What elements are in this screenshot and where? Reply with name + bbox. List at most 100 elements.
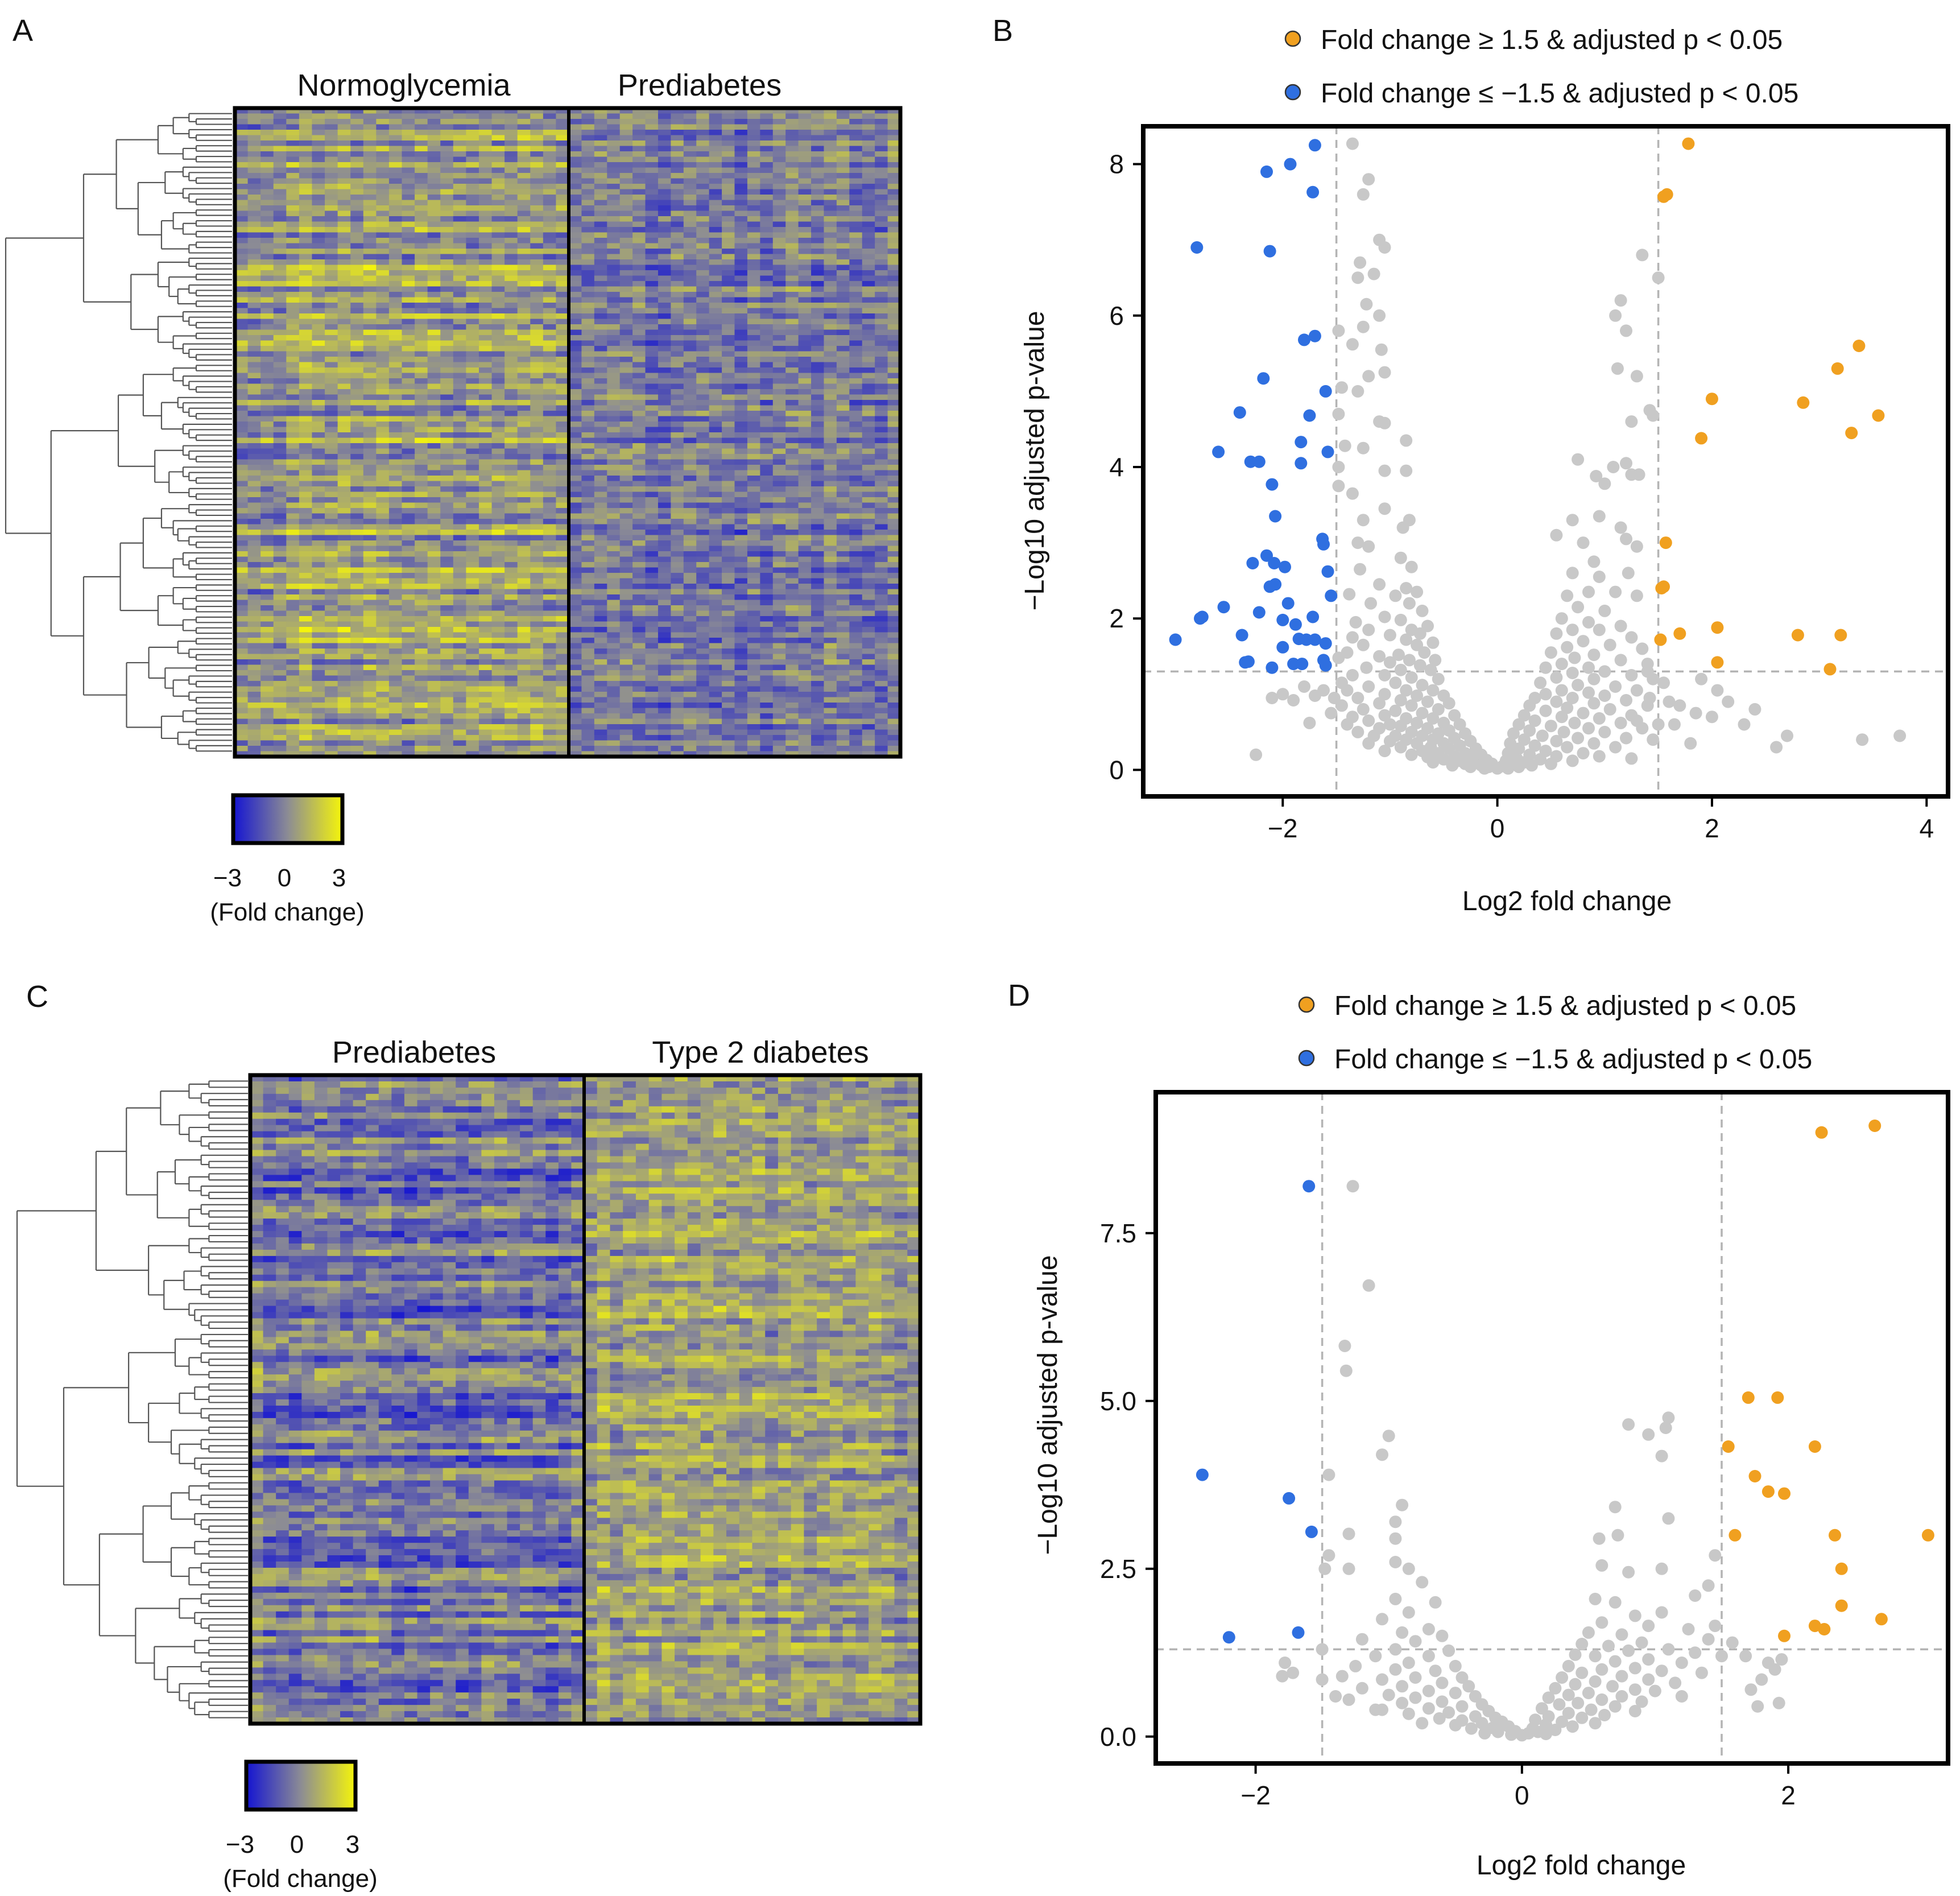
- heatmap-cell: [505, 205, 518, 212]
- heatmap-cell: [466, 195, 479, 201]
- heatmap-cell: [299, 178, 313, 184]
- heatmap-cell: [273, 411, 287, 417]
- heatmap-cell: [517, 173, 531, 179]
- heatmap-cell: [478, 519, 493, 525]
- heatmap-cell: [849, 156, 863, 163]
- heatmap-cell: [312, 524, 325, 530]
- heatmap-cell: [824, 405, 837, 411]
- heatmap-cell: [849, 135, 863, 141]
- heatmap-cell: [517, 589, 531, 595]
- heatmap-cell: [594, 238, 607, 244]
- heatmap-cell: [517, 167, 531, 174]
- heatmap-cell: [619, 411, 633, 417]
- heatmap-cell: [632, 443, 646, 449]
- heatmap-cell: [658, 297, 671, 303]
- heatmap-cell: [760, 335, 774, 341]
- heatmap-cell: [286, 465, 300, 471]
- heatmap-cell: [273, 173, 287, 179]
- heatmap-cell: [350, 589, 364, 595]
- heatmap-cell: [247, 400, 261, 406]
- heatmap-cell: [619, 216, 633, 222]
- heatmap-cell: [619, 427, 633, 433]
- heatmap-cell: [836, 195, 850, 201]
- heatmap-cell: [619, 210, 633, 217]
- heatmap-cell: [569, 351, 582, 357]
- heatmap-cell: [645, 141, 659, 147]
- heatmap-cell: [440, 443, 454, 449]
- heatmap-cell: [785, 589, 799, 595]
- heatmap-cell: [415, 146, 428, 152]
- heatmap-cell: [427, 367, 441, 374]
- heatmap-cell: [862, 130, 875, 136]
- heatmap-cell: [491, 151, 505, 158]
- heatmap-cell: [247, 162, 261, 168]
- heatmap-cell: [543, 232, 557, 238]
- heatmap-cell: [337, 319, 351, 325]
- heatmap-cell: [299, 221, 313, 228]
- heatmap-cell: [722, 427, 735, 433]
- heatmap-cell: [273, 200, 287, 206]
- heatmap-cell: [862, 195, 875, 201]
- heatmap-cell: [273, 448, 287, 455]
- heatmap-cell: [312, 411, 325, 417]
- heatmap-cell: [722, 578, 735, 584]
- heatmap-cell: [543, 184, 557, 190]
- heatmap-cell: [824, 130, 837, 136]
- heatmap-cell: [286, 524, 300, 530]
- heatmap-cell: [722, 530, 735, 536]
- heatmap-cell: [247, 394, 261, 400]
- heatmap-cell: [887, 297, 901, 303]
- heatmap-cell: [658, 146, 671, 152]
- heatmap-cell: [273, 346, 287, 352]
- heatmap-cell: [785, 232, 799, 238]
- heatmap-cell: [466, 535, 479, 541]
- heatmap-cell: [312, 265, 325, 271]
- heatmap-cell: [299, 210, 313, 217]
- heatmap-cell: [760, 481, 774, 487]
- heatmap-cell: [505, 567, 518, 573]
- heatmap-cell: [875, 535, 888, 541]
- heatmap-cell: [530, 486, 544, 493]
- heatmap-cell: [376, 286, 390, 292]
- heatmap-cell: [247, 486, 261, 493]
- heatmap-cell: [785, 535, 799, 541]
- heatmap-cell: [402, 476, 415, 482]
- heatmap-cell: [709, 530, 722, 536]
- heatmap-cell: [709, 567, 722, 573]
- heatmap-cell: [505, 227, 518, 233]
- heatmap-cell: [645, 556, 659, 563]
- heatmap-cell: [427, 308, 441, 314]
- heatmap-cell: [415, 173, 428, 179]
- heatmap-cell: [772, 432, 786, 439]
- heatmap-cell: [862, 530, 875, 536]
- heatmap-cell: [286, 270, 300, 276]
- heatmap-cell: [619, 600, 633, 606]
- heatmap-cell: [337, 400, 351, 406]
- heatmap-cell: [581, 156, 595, 163]
- heatmap-cell: [887, 578, 901, 584]
- heatmap-cell: [645, 508, 659, 514]
- heatmap-cell: [325, 362, 338, 368]
- heatmap-cell: [619, 270, 633, 276]
- heatmap-cell: [505, 600, 518, 606]
- heatmap-cell: [811, 324, 825, 331]
- heatmap-cell: [683, 383, 697, 390]
- heatmap-cell: [645, 437, 659, 444]
- heatmap-cell: [849, 357, 863, 363]
- heatmap-cell: [722, 383, 735, 390]
- heatmap-cell: [747, 470, 760, 476]
- heatmap-cell: [517, 259, 531, 266]
- heatmap-cell: [658, 610, 671, 617]
- heatmap-cell: [747, 216, 760, 222]
- heatmap-cell: [849, 578, 863, 584]
- heatmap-cell: [887, 600, 901, 606]
- heatmap-cell: [772, 124, 786, 130]
- heatmap-cell: [734, 416, 748, 422]
- heatmap-cell: [709, 508, 722, 514]
- heatmap-cell: [350, 173, 364, 179]
- heatmap-cell: [645, 546, 659, 552]
- heatmap-cell: [683, 497, 697, 503]
- heatmap-cell: [325, 535, 338, 541]
- heatmap-cell: [798, 297, 812, 303]
- heatmap-cell: [556, 205, 569, 212]
